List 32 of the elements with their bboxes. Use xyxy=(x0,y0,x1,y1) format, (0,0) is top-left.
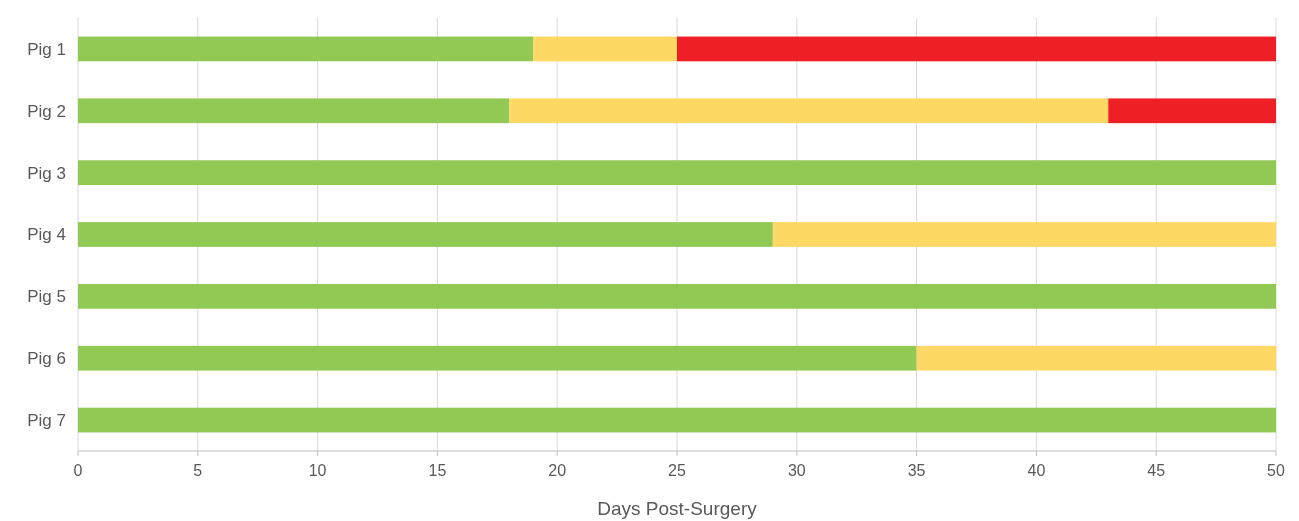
bar xyxy=(78,160,1276,186)
x-tick-label: 45 xyxy=(1147,462,1166,479)
y-tick-label: Pig 2 xyxy=(27,101,66,121)
bar xyxy=(509,98,1109,124)
bar xyxy=(772,222,1276,247)
y-tick-label: Pig 5 xyxy=(27,287,66,307)
x-tick-label: 20 xyxy=(548,462,567,479)
x-tick-label: 15 xyxy=(428,462,447,479)
bar xyxy=(677,36,1276,62)
x-tick-label: 25 xyxy=(668,462,686,479)
bar xyxy=(916,345,1276,371)
bar xyxy=(78,283,1276,309)
bar xyxy=(78,98,510,124)
bar xyxy=(78,222,773,247)
x-tick-label: 30 xyxy=(787,462,806,479)
bar xyxy=(1108,98,1276,124)
bar xyxy=(533,36,677,62)
x-tick-label: 35 xyxy=(907,462,926,479)
bar xyxy=(78,36,534,62)
y-tick-label: Pig 3 xyxy=(27,163,66,183)
y-tick-label: Pig 1 xyxy=(27,39,66,59)
x-tick-label: 10 xyxy=(308,462,327,479)
bar xyxy=(78,407,1276,433)
x-tick-label: 0 xyxy=(73,462,83,479)
x-tick-label: 5 xyxy=(193,462,203,479)
x-tick-label: 50 xyxy=(1267,462,1285,479)
y-tick-label: Pig 6 xyxy=(27,349,66,369)
x-axis-title: Days Post-Surgery xyxy=(597,498,758,519)
y-tick-label: Pig 4 xyxy=(27,225,66,245)
bar xyxy=(78,345,917,371)
x-tick-label: 40 xyxy=(1027,462,1046,479)
y-tick-label: Pig 7 xyxy=(27,411,66,431)
